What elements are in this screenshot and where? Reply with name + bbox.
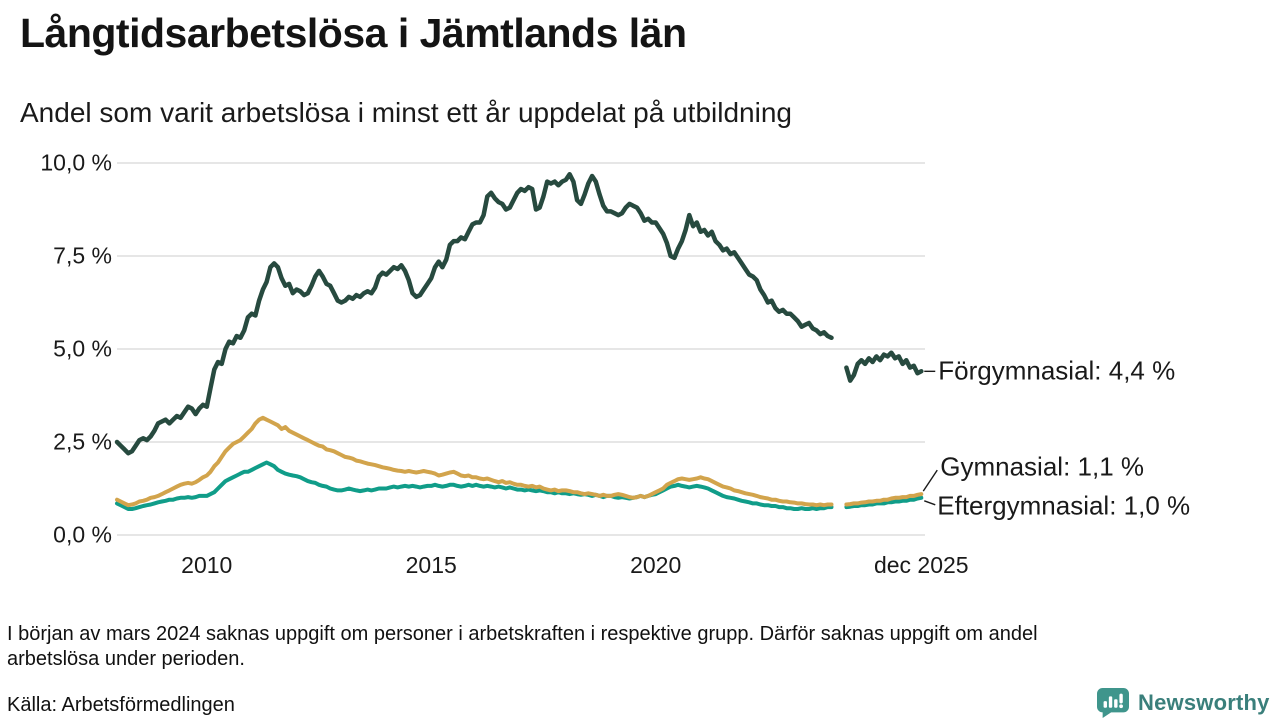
y-axis-label: 7,5 % — [53, 242, 112, 269]
newsworthy-logo-icon — [1097, 687, 1129, 719]
y-axis-label: 2,5 % — [53, 428, 112, 455]
x-axis-label: dec 2025 — [873, 552, 969, 578]
x-axis-label: 2015 — [405, 552, 457, 578]
footnote-text: I början av mars 2024 saknas uppgift om … — [7, 623, 1038, 670]
source-text: Källa: Arbetsförmedlingen — [7, 694, 235, 716]
x-axis-label: 2020 — [630, 552, 682, 578]
x-axis-label: 2010 — [181, 552, 233, 578]
newsworthy-logo-text: Newsworthy — [1138, 690, 1270, 715]
callout-connector-eftergymnasial — [924, 500, 936, 506]
series-line-f-rgymnasial — [114, 171, 924, 456]
chart-title: Långtidsarbetslösa i Jämtlands län — [20, 10, 687, 56]
y-axis-label: 10,0 % — [40, 149, 112, 176]
y-axis-label: 0,0 % — [53, 521, 112, 548]
callout-connector-gymnasial — [922, 469, 938, 492]
chart-subtitle: Andel som varit arbetslösa i minst ett å… — [20, 97, 792, 128]
series-end-label-eftergymnasial: Eftergymnasial: 1,0 % — [937, 490, 1191, 521]
series-end-label-gymnasial: Gymnasial: 1,1 % — [940, 451, 1144, 482]
series-line-gymnasial — [115, 415, 924, 508]
y-axis-label: 5,0 % — [53, 335, 112, 362]
series-line-eftergymnasial — [115, 460, 924, 511]
series-end-label-f-rgymnasial: Förgymnasial: 4,4 % — [938, 355, 1176, 386]
newsworthy-brand: Newsworthy — [1096, 687, 1270, 719]
